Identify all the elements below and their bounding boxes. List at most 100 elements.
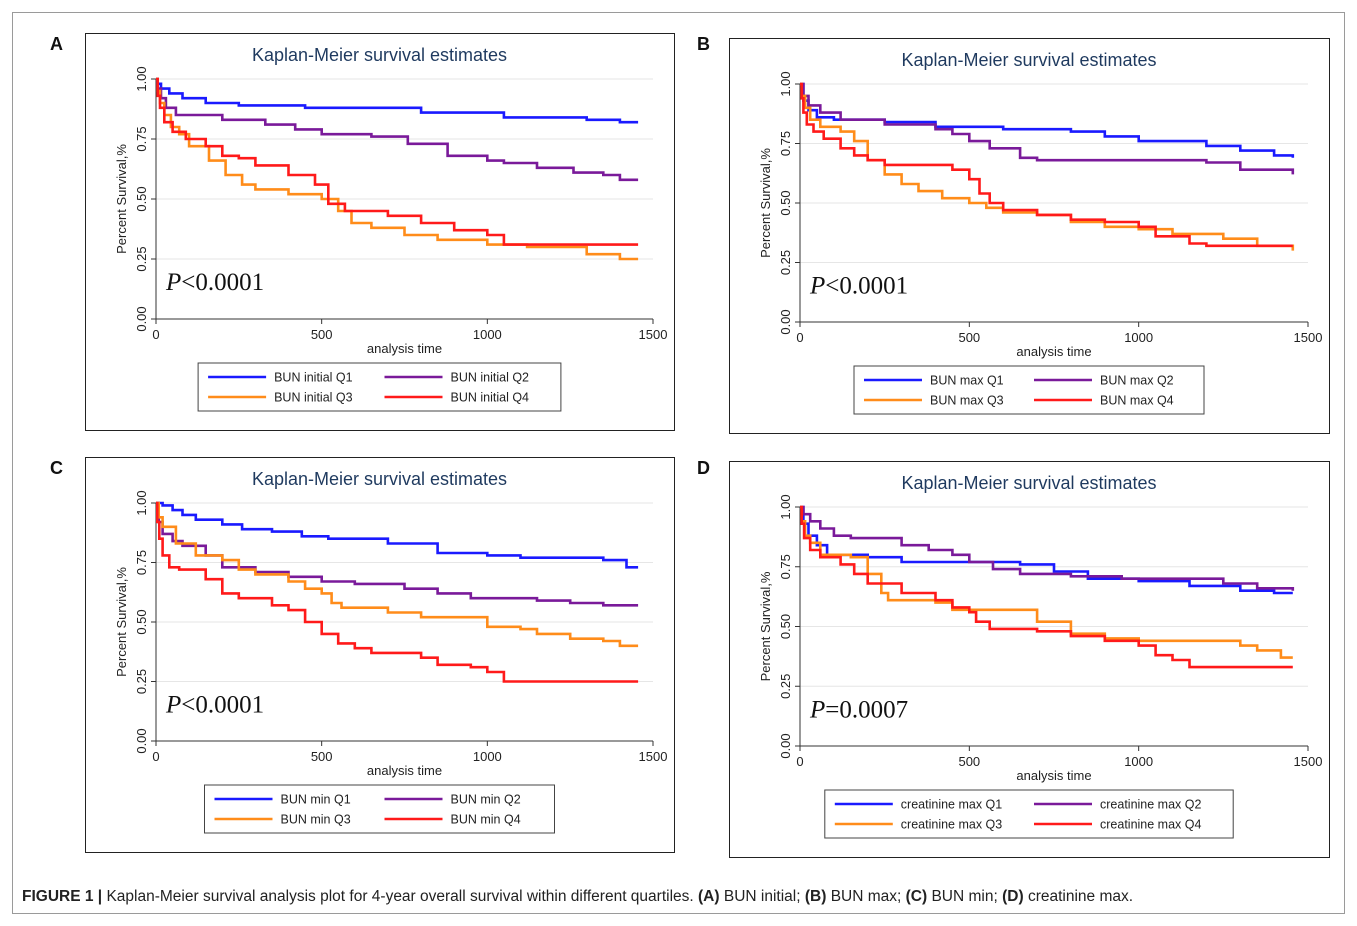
caption-key-d: (D) xyxy=(1002,888,1024,905)
legend-label-q3: BUN max Q3 xyxy=(930,394,1004,408)
legend-label-q2: BUN initial Q2 xyxy=(451,371,530,385)
caption-text: Kaplan-Meier survival analysis plot for … xyxy=(106,888,694,905)
x-axis-label: analysis time xyxy=(367,341,442,356)
legend-label-q4: BUN initial Q4 xyxy=(451,391,530,405)
legend-label-q3: creatinine max Q3 xyxy=(901,818,1002,832)
p-value-annotation: P<0.0001 xyxy=(165,691,264,718)
y-tick-label: 0.75 xyxy=(134,550,149,575)
y-tick-label: 0.00 xyxy=(134,306,149,331)
x-tick-label: 0 xyxy=(796,754,803,769)
y-tick-label: 0.50 xyxy=(778,614,793,639)
legend-label-q4: BUN min Q4 xyxy=(451,813,521,827)
x-tick-label: 500 xyxy=(958,754,980,769)
y-axis-label: Percent Survival,% xyxy=(114,144,129,254)
legend-label-q1: creatinine max Q1 xyxy=(901,798,1002,812)
legend-label-q3: BUN initial Q3 xyxy=(274,391,353,405)
chart-title: Kaplan-Meier survival estimates xyxy=(901,50,1156,70)
y-tick-label: 0.50 xyxy=(134,609,149,634)
p-value-symbol: P xyxy=(165,691,181,718)
chart-svg-d: Kaplan-Meier survival estimates 0.00 0.25 0… xyxy=(758,473,1322,839)
legend-label-q2: creatinine max Q2 xyxy=(1100,798,1201,812)
y-tick-label: 0.75 xyxy=(778,554,793,579)
chart-svg-c: Kaplan-Meier survival estimates 0.00 0.25 0… xyxy=(114,469,667,834)
p-value-annotation: P<0.0001 xyxy=(809,272,908,299)
caption-key-b: (B) xyxy=(804,888,827,905)
y-tick-label: 0.50 xyxy=(778,190,793,215)
km-curve-q1 xyxy=(800,82,1295,158)
legend-label-q2: BUN min Q2 xyxy=(451,793,521,807)
chart-panel-b: Kaplan-Meier survival estimates 0.00 0.25 0… xyxy=(729,38,1330,434)
legend-label-q1: BUN initial Q1 xyxy=(274,371,353,385)
chart-svg-a: Kaplan-Meier survival estimates 0.00 0.25 0… xyxy=(114,45,667,412)
km-curve-q2 xyxy=(156,77,639,182)
panel-letter-b: B xyxy=(697,34,710,54)
y-tick-label: 0.00 xyxy=(778,733,793,758)
chart-svg-b: Kaplan-Meier survival estimates 0.00 0.25 0… xyxy=(758,50,1322,415)
panel-letter-a: A xyxy=(50,34,63,54)
y-tick-label: 0.25 xyxy=(778,250,793,275)
legend-label-q3: BUN min Q3 xyxy=(281,813,351,827)
km-curve-q3 xyxy=(156,77,639,261)
km-curve-q4 xyxy=(156,501,639,683)
p-value-symbol: P xyxy=(809,696,825,723)
km-curve-q4 xyxy=(800,82,1293,248)
x-tick-label: 0 xyxy=(796,330,803,345)
caption-part-d: creatinine max. xyxy=(1027,888,1134,905)
panel-letter-d: D xyxy=(697,458,710,478)
km-curve-q3 xyxy=(156,501,639,648)
caption-part-a: BUN initial; xyxy=(723,888,801,905)
caption-part-b: BUN max; xyxy=(830,888,902,905)
y-tick-label: 1.00 xyxy=(778,494,793,519)
p-value-text: <0.0001 xyxy=(825,272,908,299)
x-axis-label: analysis time xyxy=(1016,344,1091,359)
y-axis-label: Percent Survival,% xyxy=(758,148,773,258)
legend-label-q1: BUN max Q1 xyxy=(930,374,1004,388)
chart-title: Kaplan-Meier survival estimates xyxy=(252,45,507,65)
p-value-text: <0.0001 xyxy=(181,691,264,718)
panel-letter-c: C xyxy=(50,458,63,478)
km-curve-q2 xyxy=(800,82,1295,175)
y-tick-label: 0.25 xyxy=(134,246,149,271)
km-curve-q4 xyxy=(800,505,1293,669)
legend-label-q1: BUN min Q1 xyxy=(281,793,351,807)
km-curve-q3 xyxy=(800,82,1295,251)
caption-label: FIGURE 1 | xyxy=(22,888,103,905)
km-curve-q2 xyxy=(156,501,639,607)
p-value-symbol: P xyxy=(165,269,181,296)
legend-box xyxy=(853,365,1205,415)
legend-box xyxy=(204,784,555,834)
km-curve-q3 xyxy=(800,505,1293,659)
km-curve-q1 xyxy=(156,77,639,124)
y-tick-label: 0.75 xyxy=(134,126,149,151)
legend-box xyxy=(197,362,562,412)
x-tick-label: 1000 xyxy=(1124,330,1153,345)
y-tick-label: 1.00 xyxy=(134,66,149,91)
km-curve-q2 xyxy=(800,505,1295,591)
caption-part-c: BUN min; xyxy=(931,888,998,905)
x-tick-label: 0 xyxy=(152,327,159,342)
y-axis-label: Percent Survival,% xyxy=(758,571,773,681)
x-tick-label: 500 xyxy=(311,327,333,342)
caption-key-c: (C) xyxy=(905,888,928,905)
figure-caption: FIGURE 1 | Kaplan-Meier survival analysi… xyxy=(22,888,1133,906)
legend-label-q2: BUN max Q2 xyxy=(1100,374,1174,388)
p-value-annotation: P<0.0001 xyxy=(165,269,264,296)
x-tick-label: 500 xyxy=(311,749,333,764)
x-tick-label: 1000 xyxy=(1124,754,1153,769)
legend-label-q4: creatinine max Q4 xyxy=(1100,818,1201,832)
km-curve-q1 xyxy=(800,505,1293,595)
x-tick-label: 1000 xyxy=(473,749,502,764)
x-axis-label: analysis time xyxy=(367,763,442,778)
x-tick-label: 0 xyxy=(152,749,159,764)
figure-frame xyxy=(12,12,1345,914)
y-tick-label: 0.00 xyxy=(134,728,149,753)
p-value-symbol: P xyxy=(809,272,825,299)
p-value-annotation: P=0.0007 xyxy=(809,696,908,723)
chart-title: Kaplan-Meier survival estimates xyxy=(901,473,1156,493)
x-tick-label: 500 xyxy=(958,330,980,345)
caption-key-a: (A) xyxy=(698,888,720,905)
p-value-text: <0.0001 xyxy=(181,269,264,296)
x-tick-label: 1000 xyxy=(473,327,502,342)
y-tick-label: 0.75 xyxy=(778,131,793,156)
x-axis-label: analysis time xyxy=(1016,768,1091,783)
